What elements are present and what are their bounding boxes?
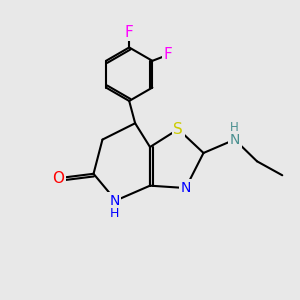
Text: H: H — [230, 121, 239, 134]
Text: H: H — [110, 207, 119, 220]
Text: F: F — [125, 25, 134, 40]
Text: O: O — [52, 171, 64, 186]
Text: S: S — [173, 122, 183, 137]
Text: F: F — [164, 47, 172, 62]
Text: N: N — [109, 194, 119, 208]
Text: N: N — [230, 133, 240, 147]
Text: N: N — [181, 181, 191, 195]
